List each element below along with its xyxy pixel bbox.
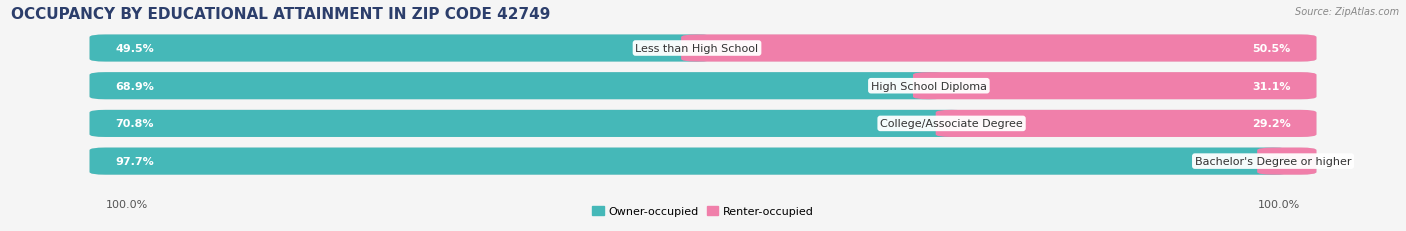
Text: OCCUPANCY BY EDUCATIONAL ATTAINMENT IN ZIP CODE 42749: OCCUPANCY BY EDUCATIONAL ATTAINMENT IN Z… — [11, 7, 551, 22]
FancyBboxPatch shape — [90, 35, 1316, 62]
Text: 100.0%: 100.0% — [105, 199, 148, 209]
Text: High School Diploma: High School Diploma — [870, 81, 987, 91]
Legend: Owner-occupied, Renter-occupied: Owner-occupied, Renter-occupied — [588, 202, 818, 221]
FancyBboxPatch shape — [1257, 148, 1316, 175]
Text: 2.3%: 2.3% — [1260, 156, 1291, 166]
Text: 29.2%: 29.2% — [1251, 119, 1291, 129]
Text: 97.7%: 97.7% — [115, 156, 155, 166]
Text: 68.9%: 68.9% — [115, 81, 155, 91]
Text: 70.8%: 70.8% — [115, 119, 153, 129]
FancyBboxPatch shape — [90, 110, 1316, 137]
FancyBboxPatch shape — [912, 73, 1316, 100]
Text: 49.5%: 49.5% — [115, 44, 155, 54]
FancyBboxPatch shape — [935, 110, 1316, 137]
Text: Less than High School: Less than High School — [636, 44, 759, 54]
Text: 100.0%: 100.0% — [1258, 199, 1301, 209]
FancyBboxPatch shape — [681, 35, 1316, 62]
FancyBboxPatch shape — [90, 110, 967, 137]
Text: 50.5%: 50.5% — [1253, 44, 1291, 54]
FancyBboxPatch shape — [90, 35, 713, 62]
Text: Bachelor's Degree or higher: Bachelor's Degree or higher — [1195, 156, 1351, 166]
Text: 31.1%: 31.1% — [1253, 81, 1291, 91]
FancyBboxPatch shape — [90, 73, 945, 100]
FancyBboxPatch shape — [90, 148, 1316, 175]
Text: Source: ZipAtlas.com: Source: ZipAtlas.com — [1295, 7, 1399, 17]
FancyBboxPatch shape — [90, 148, 1289, 175]
Text: College/Associate Degree: College/Associate Degree — [880, 119, 1024, 129]
FancyBboxPatch shape — [90, 73, 1316, 100]
